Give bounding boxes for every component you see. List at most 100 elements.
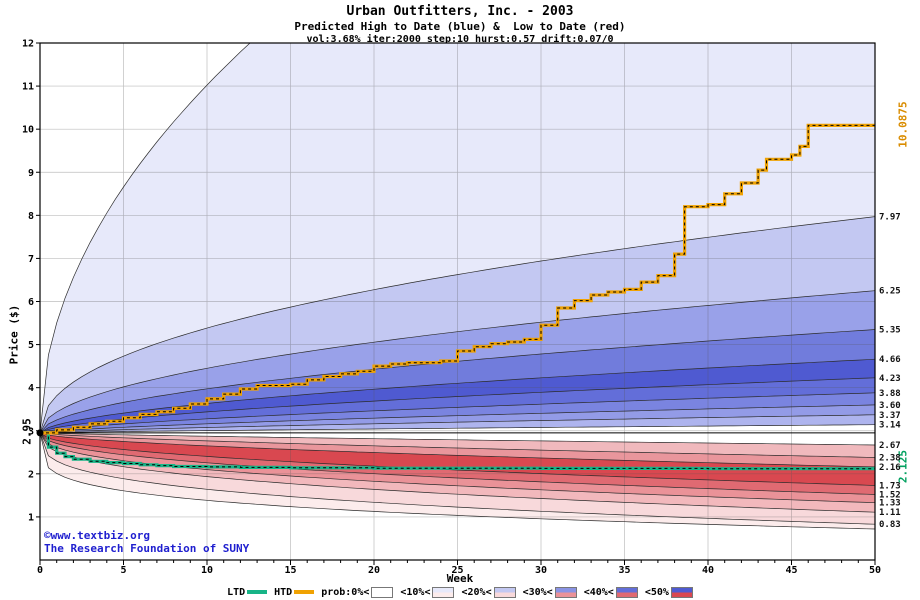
boundary-value-label: 1.52: [879, 491, 901, 501]
legend-item-0: LTD: [227, 586, 268, 598]
x-tick-label: 20: [368, 565, 380, 576]
boundary-line: [40, 432, 875, 458]
boundary-value-label: 2.67: [879, 441, 901, 451]
legend-swatch: [493, 586, 516, 598]
boundary-line: [40, 432, 875, 486]
fan-band: [40, 359, 875, 433]
boundary-value-label: 6.25: [879, 287, 901, 297]
legend-label: prob:0%<: [321, 586, 370, 598]
chart-subtitle: Predicted High to Date (blue) & Low to D…: [294, 20, 626, 33]
boundary-value-label: 1.33: [879, 499, 901, 509]
htd-line-dash: [40, 124, 875, 434]
boundary-value-label: 5.35: [879, 326, 901, 336]
boundary-value-label: 1.11: [879, 508, 901, 518]
legend-label: HTD: [274, 586, 293, 598]
fan-band: [40, 432, 875, 458]
legend-swatch: [670, 586, 693, 598]
legend-label: <50%: [644, 586, 669, 598]
fan-band: [40, 432, 875, 495]
boundary-line: [40, 43, 251, 433]
boundary-line: [40, 432, 875, 468]
legend-label: <20%<: [461, 586, 492, 598]
ltd-line-dash: [40, 432, 875, 470]
boundary-line: [40, 216, 875, 434]
boundary-value-label: 3.14: [879, 421, 901, 431]
x-axis-label: Week: [446, 572, 474, 585]
fan-band: [40, 43, 875, 433]
copyright-org: The Research Foundation of SUNY: [44, 542, 250, 555]
fan-band: [40, 290, 875, 433]
chart-params: vol:3.68% iter:2000 step:10 hurst:0.57 d…: [306, 34, 614, 45]
y-tick-label: 10: [22, 125, 34, 136]
fan-band: [40, 329, 875, 433]
x-tick-label: 40: [702, 565, 714, 576]
boundary-line: [40, 290, 875, 434]
chart-header: Urban Outfitters, Inc. - 2003 Predicted …: [0, 4, 920, 45]
boundary-lines: [40, 43, 875, 530]
y-tick-label: 2: [28, 469, 34, 480]
boundary-value-label: 0.83: [879, 520, 901, 530]
fan-band: [40, 432, 875, 525]
legend-label: <30%<: [522, 586, 553, 598]
legend-item-1: HTD: [274, 586, 315, 598]
probability-bands: [40, 43, 875, 529]
legend-item-7: <50%: [644, 586, 693, 598]
x-tick-label: 45: [785, 565, 797, 576]
boundary-value-label: 1.73: [879, 481, 901, 491]
x-tick-label: 50: [869, 565, 881, 576]
right-axis-labels: 3.143.373.60 3.88 4.23 4.66 5.35 6.25 7.97 2.67…: [879, 213, 901, 531]
x-tick-label: 10: [201, 565, 213, 576]
legend-item-3: <10%<: [400, 586, 455, 598]
legend-swatch: [371, 586, 394, 598]
y-tick-label: 9: [28, 168, 34, 179]
boundary-value-label: 3.60: [879, 401, 901, 411]
legend: LTD HTD prob:0%< <10%< <20%< <30%< <40%< <50%: [0, 585, 920, 599]
y-tick-label: 1: [28, 512, 34, 523]
fan-band: [40, 432, 875, 486]
y-tick-label: 5: [28, 340, 34, 351]
legend-swatch: [615, 586, 638, 598]
x-tick-label: 25: [451, 565, 463, 576]
fan-band: [40, 216, 875, 433]
y-tick-label: 4: [28, 383, 34, 394]
legend-item-6: <40%<: [583, 586, 638, 598]
legend-label: <40%<: [583, 586, 614, 598]
boundary-line: [40, 424, 875, 434]
copyright-block: ©www.textbiz.org The Research Foundation…: [44, 529, 249, 555]
legend-label: <10%<: [400, 586, 431, 598]
boundary-line: [40, 432, 875, 446]
boundary-line: [40, 414, 875, 434]
boundary-line: [40, 432, 875, 513]
x-tick-label: 30: [535, 565, 547, 576]
x-tick-label: 35: [618, 565, 630, 576]
legend-item-2: prob:0%<: [321, 586, 394, 598]
chart-title: Urban Outfitters, Inc. - 2003: [346, 4, 574, 19]
ltd-line: [40, 431, 875, 471]
x-tick-label: 0: [37, 565, 43, 576]
y-tick-label: 3: [28, 426, 34, 437]
x-tick-label: 15: [284, 565, 296, 576]
boundary-value-label: 7.97: [879, 213, 901, 223]
boundary-line: [40, 392, 875, 434]
boundary-line: [40, 432, 875, 495]
boundary-line: [40, 358, 875, 434]
fan-band: [40, 432, 875, 467]
copyright-url: ©www.textbiz.org: [44, 529, 150, 542]
boundary-value-label: 3.37: [879, 411, 901, 421]
y-tick-label: 6: [28, 297, 34, 308]
legend-swatch: [432, 586, 455, 598]
y-tick-label: 7: [28, 254, 34, 265]
boundary-value-label: 4.23: [879, 374, 901, 384]
legend-swatch: [247, 590, 268, 594]
boundary-value-label: 2.38: [879, 453, 901, 463]
boundary-value-label: 3.88: [879, 389, 901, 399]
boundary-value-label: 4.66: [879, 355, 901, 365]
boundary-value-label: 2.16: [879, 463, 901, 473]
boundary-line: [40, 404, 875, 434]
legend-swatch: [554, 586, 577, 598]
legend-label: LTD: [227, 586, 246, 598]
grid: [40, 43, 875, 560]
boundary-line: [40, 432, 875, 530]
legend-swatch: [294, 590, 315, 594]
